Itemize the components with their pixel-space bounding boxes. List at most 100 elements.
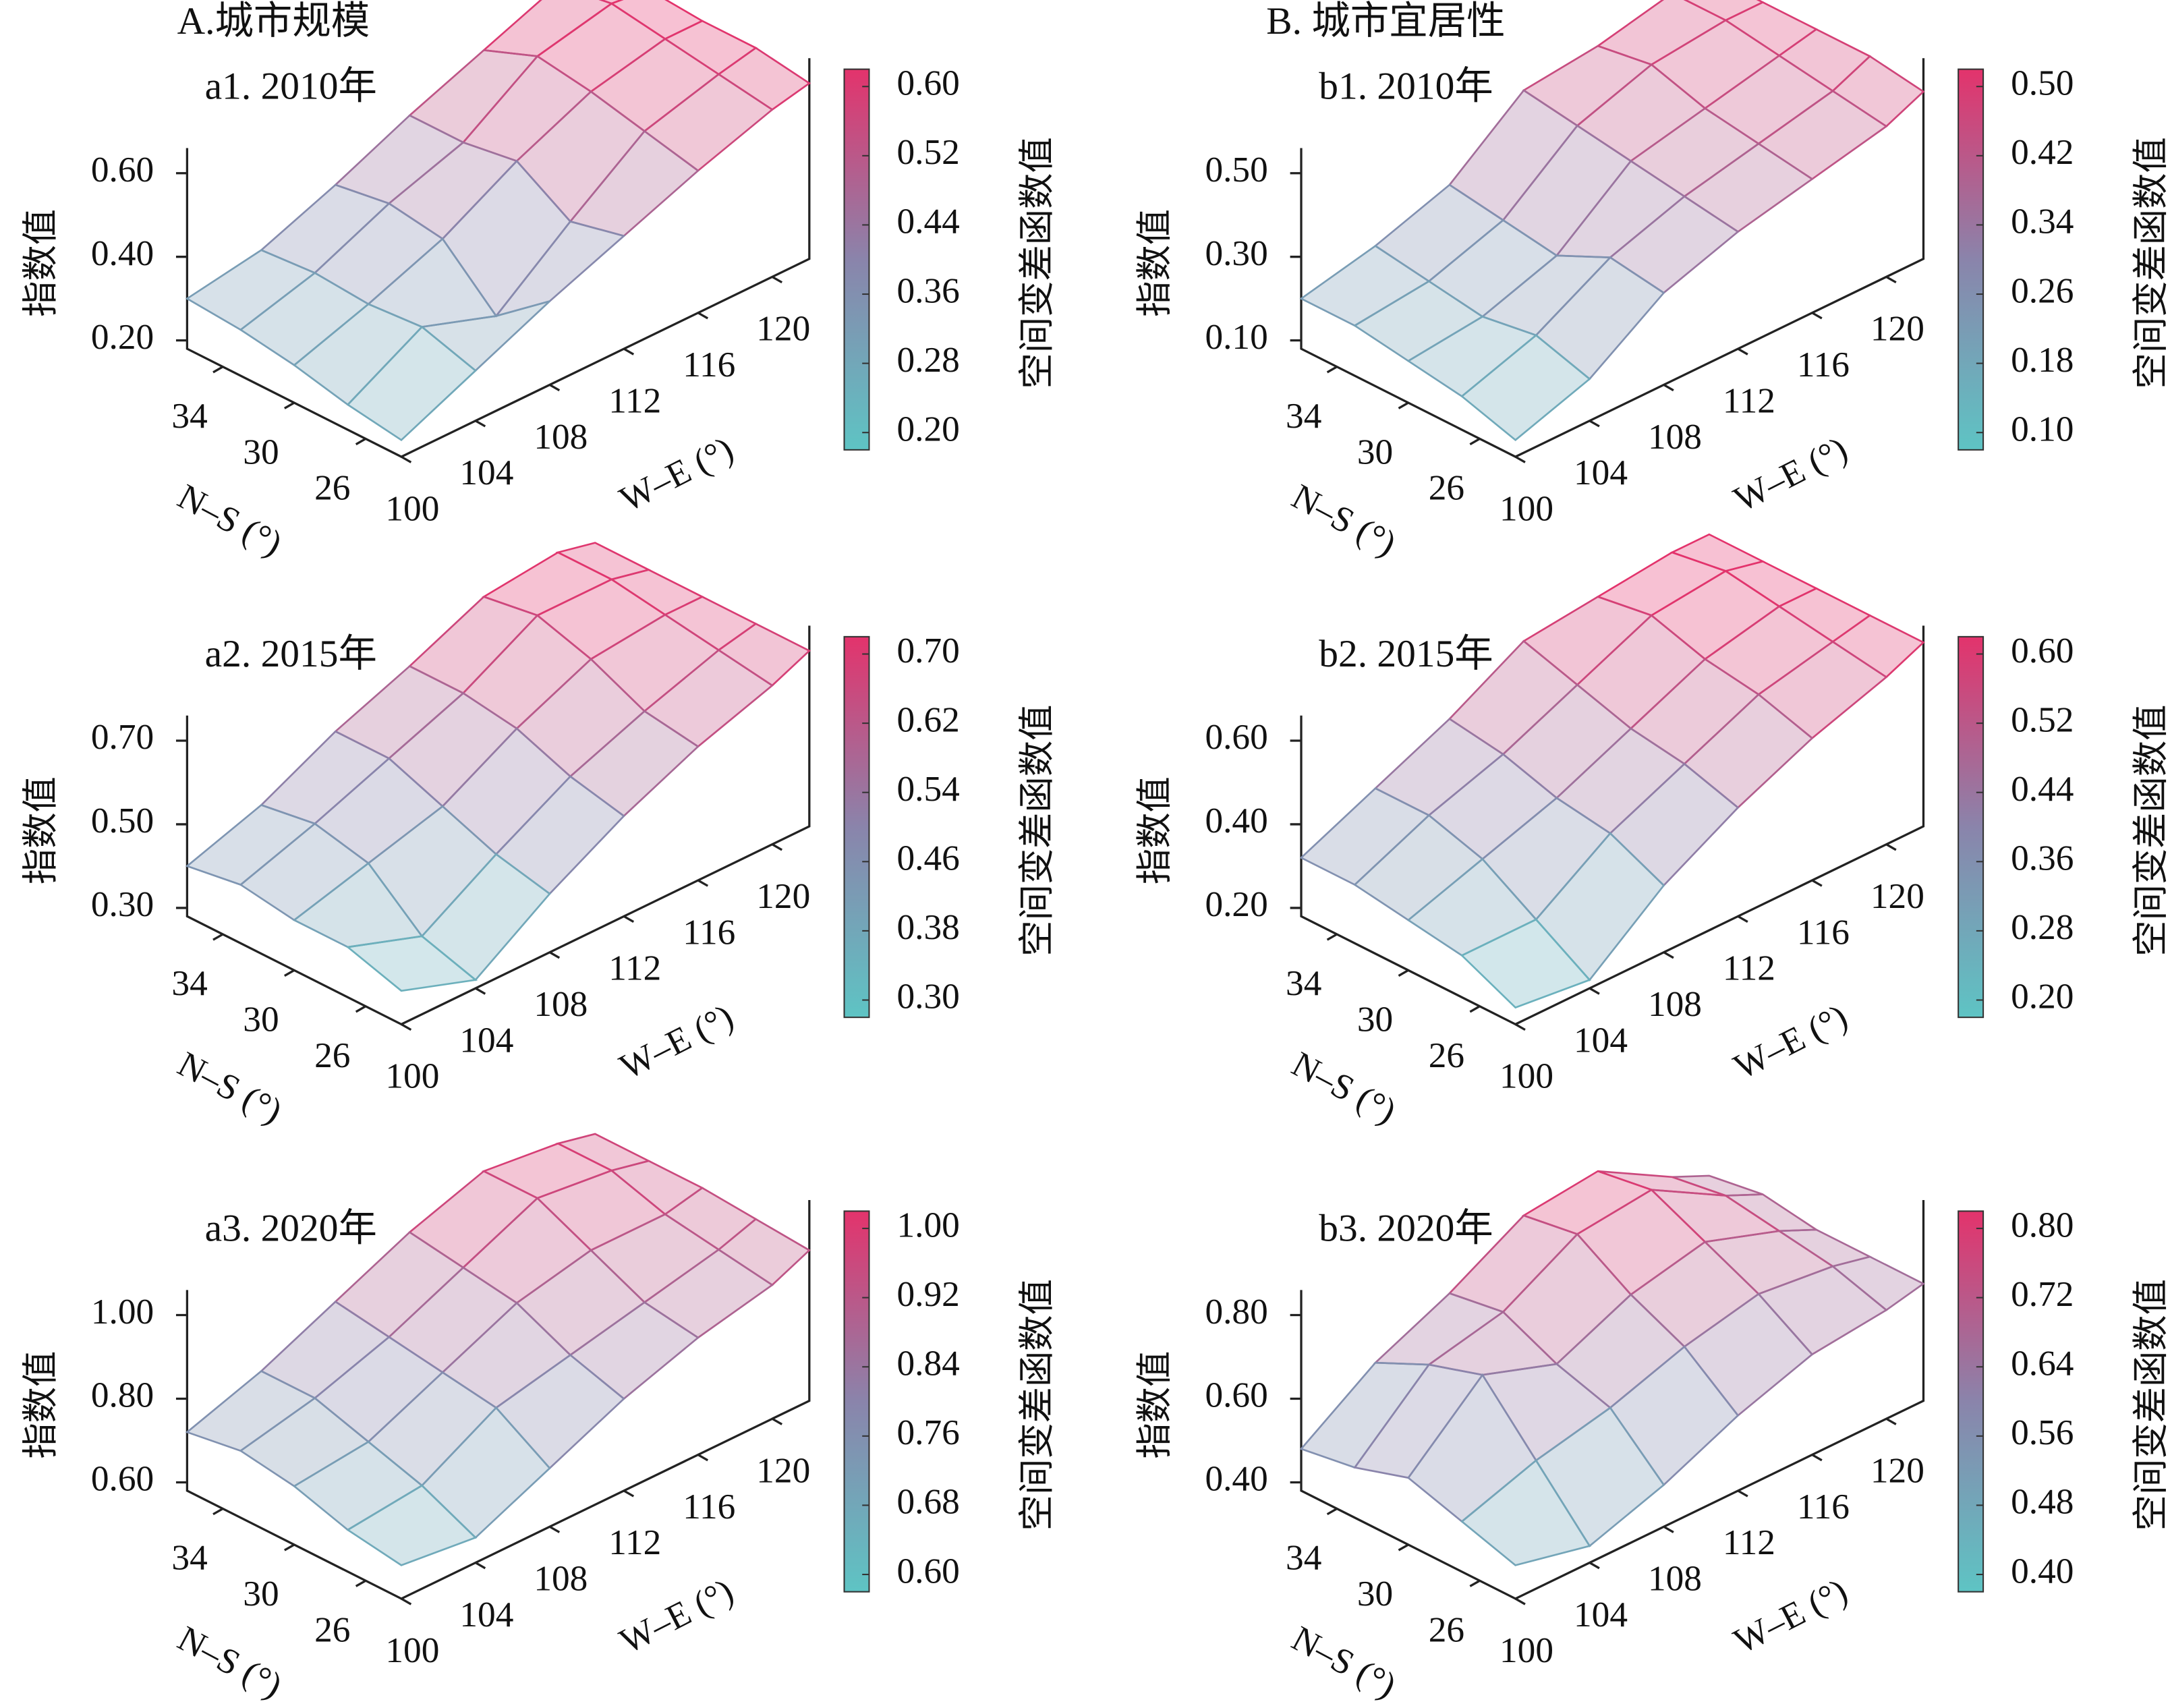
surface-cell [346, 1484, 478, 1566]
x-tick-label: 112 [1723, 380, 1775, 420]
chart-panel: a3. 2020年 0.60 0.80 1.00 100 104 108 112 116 120 2… [20, 1133, 1057, 1706]
x-tick [549, 1525, 561, 1533]
z-tick-label: 1.00 [91, 1291, 154, 1332]
z-tick-label: 0.40 [1205, 800, 1267, 841]
x-tick [1737, 1489, 1748, 1498]
colorbar-tick-label: 0.44 [2011, 768, 2074, 809]
z-tick-label: 0.50 [91, 800, 154, 841]
surface-cell [346, 325, 477, 442]
x-tick-label: 104 [459, 1019, 513, 1060]
x-tick-label: 100 [1500, 1630, 1553, 1670]
y-tick [284, 401, 295, 409]
z-tick-label: 0.40 [91, 233, 154, 273]
y-tick-label: 26 [314, 467, 350, 508]
y-tick [212, 933, 224, 941]
x-tick-label: 120 [756, 1450, 810, 1491]
colorbar-label: 空间变差函数值 [1017, 1279, 1057, 1531]
chart-panel: b2. 2015年 0.20 0.40 0.60 100 104 108 112 116 120 2… [1135, 533, 2170, 1131]
x-tick [1589, 420, 1600, 428]
x-tick-label: 108 [534, 1558, 588, 1599]
z-tick-label: 0.30 [91, 884, 154, 924]
x-axis-label: W–E (°) [613, 428, 739, 519]
z-axis-label: 指数值 [20, 209, 61, 317]
y-axis-label: N–S (°) [1286, 1044, 1403, 1131]
z-tick-label: 0.30 [1205, 233, 1267, 273]
y-tick-label: 34 [1286, 395, 1321, 436]
surface [185, 0, 811, 442]
colorbar [1958, 635, 1985, 1019]
surface [1299, 533, 1925, 1009]
x-tick-label: 104 [1574, 1594, 1628, 1634]
y-tick [355, 438, 366, 446]
y-tick-label: 26 [314, 1609, 350, 1649]
x-tick [1663, 384, 1674, 392]
colorbar-tick-label: 0.20 [2011, 976, 2074, 1017]
x-tick-label: 120 [1871, 1450, 1924, 1491]
surface-cell [345, 935, 478, 992]
colorbar [843, 68, 870, 451]
z-axis-label: 指数值 [20, 776, 61, 884]
y-axis-label: N–S (°) [171, 1618, 289, 1705]
y-tick [1326, 366, 1338, 374]
y-tick [212, 366, 224, 374]
x-tick [1811, 879, 1823, 887]
colorbar [843, 635, 870, 1019]
x-tick [475, 420, 486, 428]
x-tick-label: 108 [534, 984, 588, 1024]
x-axis-label: W–E (°) [613, 996, 739, 1087]
x-tick [697, 879, 709, 887]
colorbar-tick-label: 0.18 [2011, 339, 2074, 380]
x-tick-label: 112 [1723, 1522, 1775, 1562]
y-tick [1469, 438, 1481, 446]
x-tick [1514, 455, 1526, 463]
x-tick-label: 104 [459, 452, 513, 492]
colorbar-tick-label: 0.36 [897, 270, 960, 310]
x-tick [1663, 1525, 1674, 1533]
x-tick-label: 120 [756, 308, 810, 349]
x-tick-label: 112 [608, 1522, 661, 1562]
z-tick-label: 0.10 [1205, 316, 1267, 357]
colorbar-tick-label: 0.34 [2011, 201, 2074, 241]
x-tick-label: 116 [1797, 344, 1850, 385]
surface-cell [1460, 334, 1591, 442]
z-axis-label: 指数值 [1135, 1351, 1175, 1459]
y-tick-label: 34 [1286, 963, 1321, 1003]
y-tick-label: 26 [314, 1035, 350, 1075]
colorbar-tick-label: 0.56 [2011, 1412, 2074, 1452]
colorbar-tick-label: 0.28 [897, 339, 960, 380]
y-axis-label: N–S (°) [1286, 476, 1403, 563]
x-tick [623, 1489, 635, 1498]
x-axis-label: W–E (°) [1728, 1570, 1854, 1661]
x-tick-label: 108 [1648, 1558, 1702, 1599]
surface [1299, 0, 1925, 442]
x-tick-label: 120 [1871, 876, 1924, 916]
colorbar-tick-label: 0.54 [897, 768, 960, 809]
y-tick-label: 30 [243, 999, 279, 1040]
x-tick [1663, 951, 1674, 959]
y-tick-label: 34 [171, 963, 207, 1003]
x-tick [697, 312, 709, 320]
x-tick [772, 843, 783, 851]
y-tick-label: 30 [1357, 1573, 1393, 1614]
x-tick [772, 1417, 783, 1425]
y-tick [1326, 1508, 1338, 1516]
figure-body: A.城市规模 B. 城市宜居性 a1. 2010年 0.20 0.40 0.60 100… [20, 0, 2170, 1706]
colorbar-tick-label: 1.00 [897, 1204, 960, 1245]
x-tick [1811, 312, 1823, 320]
x-tick [401, 1023, 412, 1031]
y-axis-label: N–S (°) [171, 1044, 289, 1131]
colorbar-tick-label: 0.84 [897, 1342, 960, 1383]
x-tick [1885, 843, 1897, 851]
colorbar-tick-label: 0.76 [897, 1412, 960, 1452]
y-tick-label: 34 [171, 395, 207, 436]
colorbar-tick-label: 0.20 [897, 408, 960, 449]
colorbar-tick-label: 0.64 [2011, 1342, 2074, 1383]
panel-title: B. 城市宜居性 [1266, 0, 1505, 42]
y-tick-label: 30 [1357, 999, 1393, 1040]
colorbar-tick-label: 0.62 [897, 699, 960, 739]
x-tick-label: 100 [1500, 1056, 1553, 1096]
colorbar-tick-label: 0.42 [2011, 132, 2074, 172]
x-tick [1885, 275, 1897, 284]
z-tick-label: 0.80 [91, 1375, 154, 1415]
